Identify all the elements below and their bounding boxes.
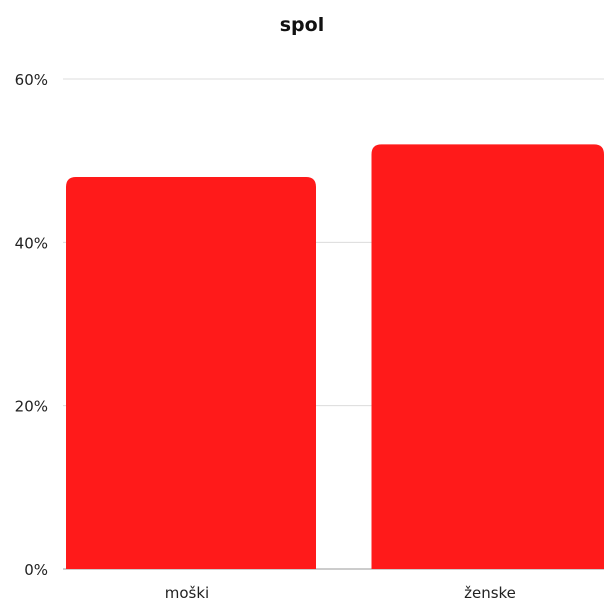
bar-1 xyxy=(371,144,604,570)
x-tick-label: moški xyxy=(165,584,209,602)
x-tick-label: ženske xyxy=(464,584,516,602)
chart-title: spol xyxy=(279,14,325,36)
y-tick-label: 0% xyxy=(24,561,48,579)
y-tick-label: 60% xyxy=(15,71,48,89)
bar-0 xyxy=(66,177,316,569)
y-tick-label: 40% xyxy=(15,234,48,252)
y-tick-label: 20% xyxy=(15,398,48,416)
